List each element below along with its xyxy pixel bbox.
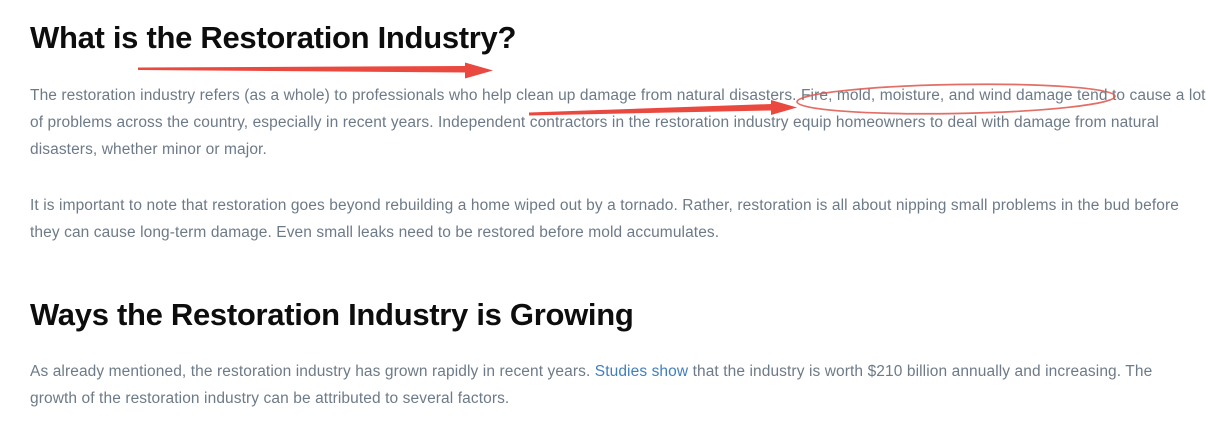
- studies-show-link[interactable]: Studies show: [594, 363, 689, 380]
- paragraph-line: The restoration industry refers (as a wh…: [30, 87, 1206, 104]
- paragraph-line: As already mentioned, the restoration in…: [30, 358, 1152, 385]
- growth-text-after-link: that the industry is worth $210 billion …: [688, 363, 1153, 380]
- growth-text-before-link: As already mentioned, the restoration in…: [30, 363, 595, 380]
- paragraph-line: they can cause long-term damage. Even sm…: [30, 224, 720, 241]
- paragraph-line: of problems across the country, especial…: [30, 114, 1159, 131]
- paragraph-restoration-importance: It is important to note that restoration…: [30, 192, 1179, 246]
- paragraph-restoration-definition: The restoration industry refers (as a wh…: [30, 82, 1206, 163]
- paragraph-line: It is important to note that restoration…: [30, 197, 1179, 214]
- paragraph-line: disasters, whether minor or major.: [30, 141, 267, 158]
- red-arrow-heading-underline-icon: [138, 62, 493, 79]
- heading-ways-industry-growing: Ways the Restoration Industry is Growing: [30, 297, 634, 332]
- paragraph-line: growth of the restoration industry can b…: [30, 390, 510, 407]
- paragraph-industry-growth: As already mentioned, the restoration in…: [30, 358, 1152, 412]
- heading-what-is-restoration-industry: What is the Restoration Industry?: [30, 20, 517, 55]
